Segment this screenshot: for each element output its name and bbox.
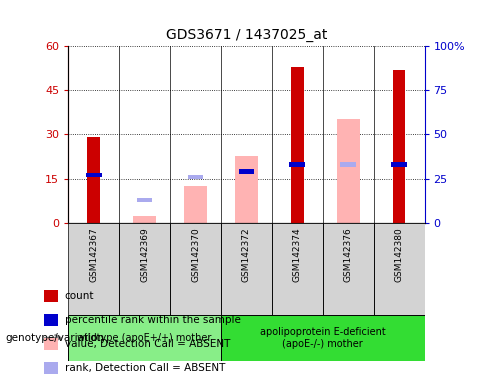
Bar <box>188 175 203 179</box>
Text: GSM142370: GSM142370 <box>191 227 200 282</box>
Bar <box>170 223 221 315</box>
Text: value, Detection Call = ABSENT: value, Detection Call = ABSENT <box>64 339 230 349</box>
Bar <box>337 119 360 223</box>
Bar <box>44 290 59 302</box>
Text: GSM142367: GSM142367 <box>89 227 98 282</box>
Bar <box>323 223 374 315</box>
Text: wildtype (apoE+/+) mother: wildtype (apoE+/+) mother <box>78 333 212 343</box>
Bar <box>68 315 221 361</box>
Bar <box>87 137 100 223</box>
Bar <box>341 162 356 167</box>
Bar <box>235 156 258 223</box>
Bar <box>291 67 304 223</box>
Text: count: count <box>64 291 94 301</box>
Bar <box>137 197 152 202</box>
Bar <box>184 185 207 223</box>
Text: GSM142380: GSM142380 <box>395 227 404 282</box>
Text: GSM142369: GSM142369 <box>140 227 149 282</box>
Bar <box>119 223 170 315</box>
Bar <box>393 70 406 223</box>
Bar <box>44 338 59 350</box>
Text: percentile rank within the sample: percentile rank within the sample <box>64 315 241 325</box>
Text: GSM142372: GSM142372 <box>242 227 251 282</box>
Text: apolipoprotein E-deficient
(apoE-/-) mother: apolipoprotein E-deficient (apoE-/-) mot… <box>260 327 386 349</box>
Bar <box>86 173 102 177</box>
Bar <box>68 223 119 315</box>
Text: rank, Detection Call = ABSENT: rank, Detection Call = ABSENT <box>64 363 225 373</box>
Bar <box>289 162 305 167</box>
Bar <box>44 362 59 374</box>
Bar <box>133 216 156 223</box>
Bar <box>374 223 425 315</box>
Text: GSM142376: GSM142376 <box>344 227 353 282</box>
Text: GSM142374: GSM142374 <box>293 227 302 282</box>
Bar <box>221 223 272 315</box>
Bar <box>44 314 59 326</box>
Bar <box>341 162 356 167</box>
Bar <box>221 315 425 361</box>
Bar <box>272 223 323 315</box>
Bar <box>239 169 254 174</box>
Title: GDS3671 / 1437025_at: GDS3671 / 1437025_at <box>166 28 327 42</box>
Bar <box>391 162 407 167</box>
Text: genotype/variation: genotype/variation <box>5 333 104 343</box>
